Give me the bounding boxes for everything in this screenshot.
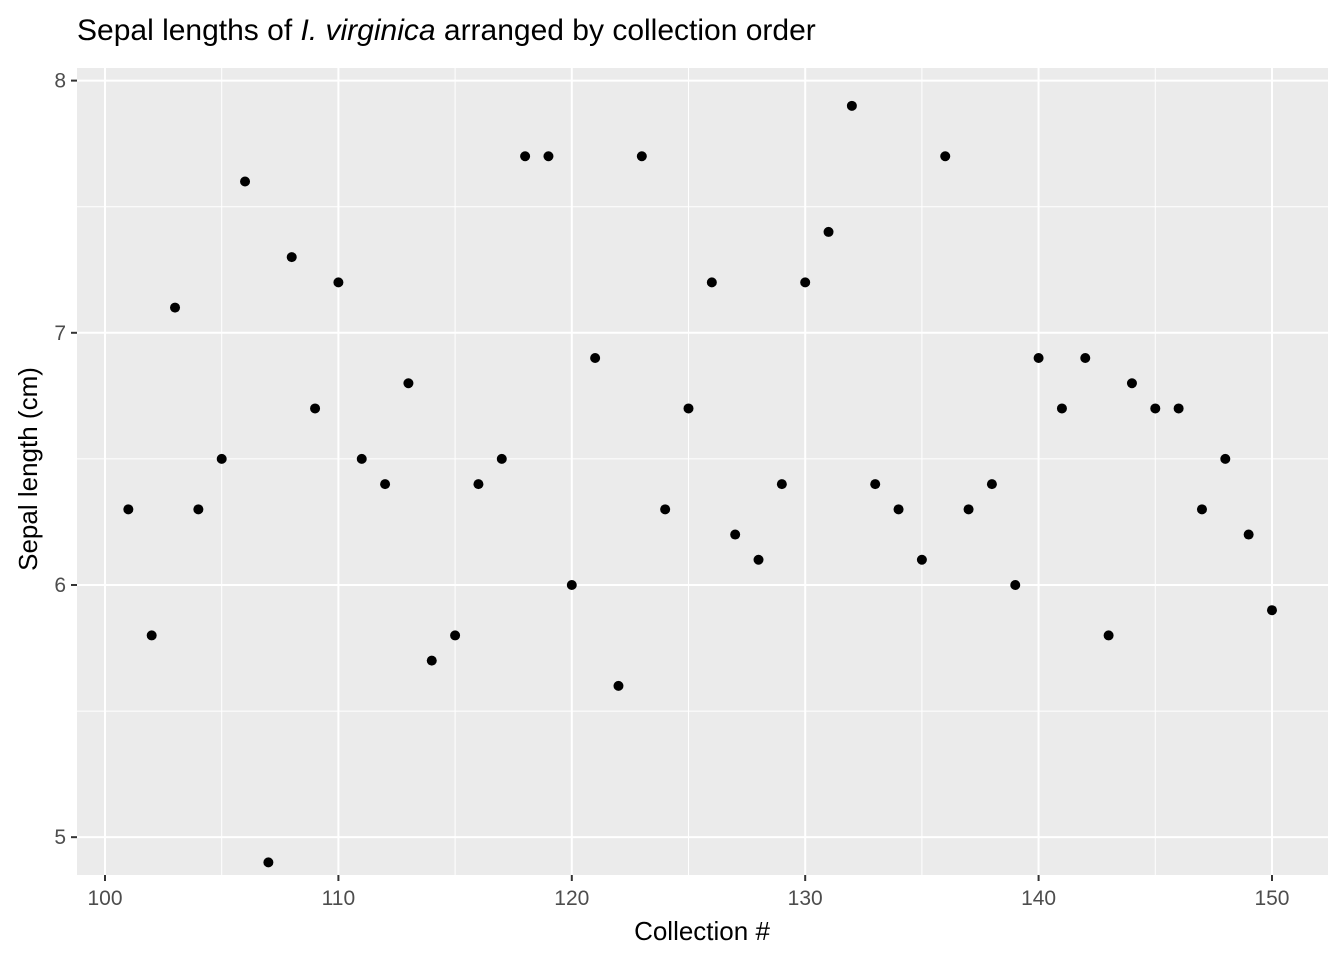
data-point [286,252,297,263]
y-axis-title: Sepal length (cm) [13,367,43,571]
chart-title-prefix: Sepal lengths of [77,14,301,47]
x-tick-label: 150 [1254,887,1289,910]
y-tick-label: 7 [54,322,66,345]
y-axis: 5 6 7 8 [54,70,77,849]
data-point [1220,453,1231,464]
data-point [1010,579,1021,590]
data-point [1126,378,1137,389]
data-point [240,176,251,187]
data-point [380,479,391,490]
data-point [450,630,461,641]
data-point [123,504,134,515]
minor-gridlines [77,68,1328,875]
data-point [1266,605,1277,616]
chart-title-suffix: arranged by collection order [436,14,816,47]
x-tick-label: 120 [554,887,589,910]
plot-panel [77,68,1328,875]
data-point [216,453,227,464]
data-point [776,479,787,490]
data-point [706,277,717,288]
chart-title: Sepal lengths of I. virginica arranged b… [77,14,816,47]
data-point [1173,403,1184,414]
x-axis-title: Collection # [634,916,770,946]
data-point [683,403,694,414]
data-points [123,100,1277,868]
data-point [333,277,344,288]
data-point [800,277,811,288]
y-tick-label: 5 [54,826,66,849]
data-point [916,554,927,565]
data-point [473,479,484,490]
data-point [1150,403,1161,414]
data-point [893,504,904,515]
data-point [263,857,274,868]
y-tick-label: 8 [54,70,66,93]
data-point [566,579,577,590]
data-point [1243,529,1254,540]
x-tick-label: 130 [788,887,823,910]
data-point [310,403,321,414]
data-point [170,302,181,313]
x-tick-label: 100 [87,887,122,910]
data-point [1196,504,1207,515]
data-point [1103,630,1114,641]
x-axis: 100 110 120 130 140 150 [87,875,1290,910]
data-point [590,353,601,364]
major-gridlines [77,68,1328,875]
data-point [403,378,414,389]
y-tick-label: 6 [54,574,66,597]
data-point [496,453,507,464]
data-point [846,100,857,111]
data-point [963,504,974,515]
data-point [870,479,881,490]
data-point [823,226,834,237]
data-point [146,630,157,641]
data-point [636,151,647,162]
x-tick-label: 140 [1021,887,1056,910]
data-point [1056,403,1067,414]
data-point [613,680,624,691]
x-tick-label: 110 [322,887,355,910]
data-point [940,151,951,162]
data-point [660,504,671,515]
data-point [543,151,554,162]
data-point [986,479,997,490]
data-point [1033,353,1044,364]
data-point [730,529,741,540]
data-point [426,655,437,666]
data-point [193,504,204,515]
data-point [753,554,764,565]
data-point [1080,353,1091,364]
data-point [520,151,531,162]
data-point [356,453,367,464]
chart-title-species: I. virginica [301,14,436,47]
